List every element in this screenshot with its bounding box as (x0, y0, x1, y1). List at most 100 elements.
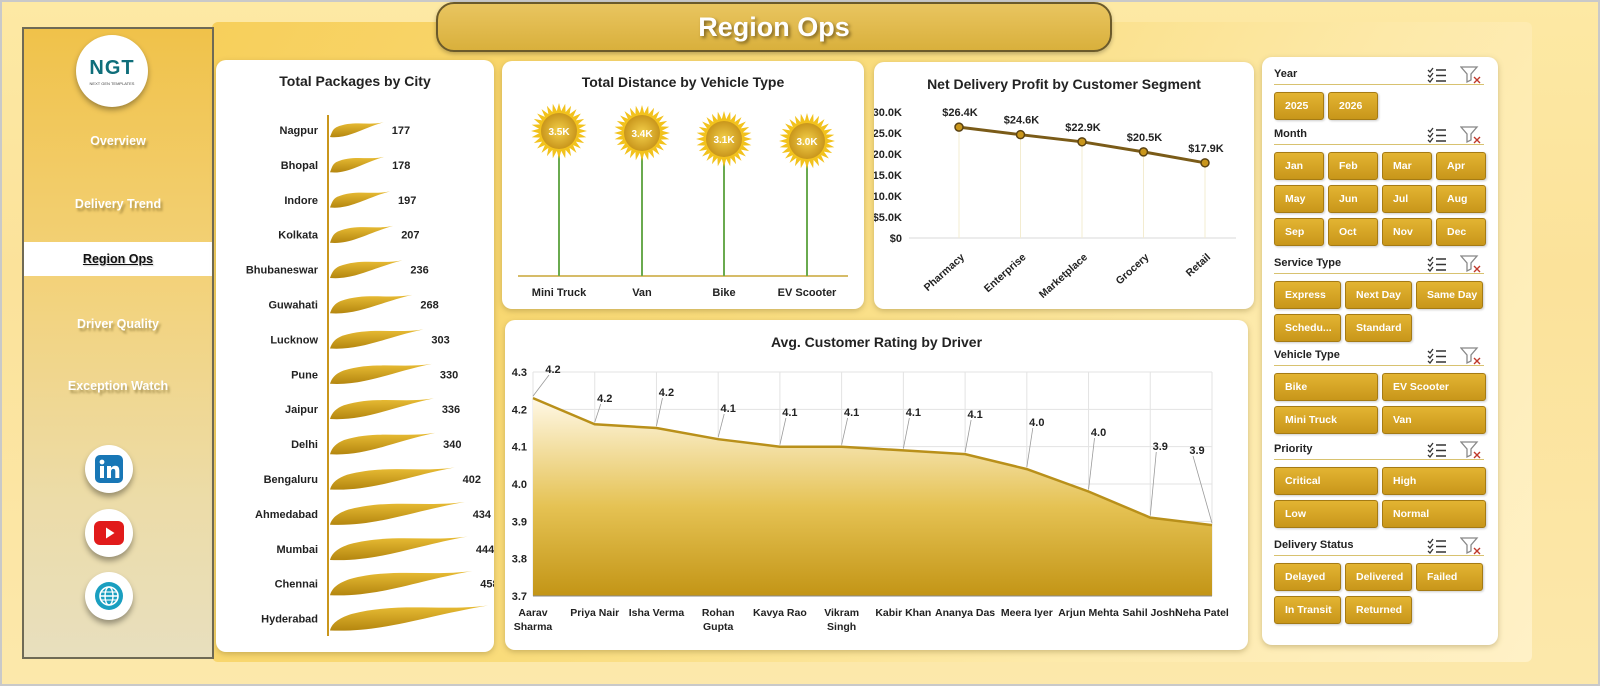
chart-title: Total Distance by Vehicle Type (581, 74, 785, 90)
rating-by-driver-chart: 3.7 3.8 3.9 4.0 4.1 4.2 4.3 4.2 4.2 4.2 4.1 4.1 4.1 4… (512, 364, 1229, 633)
filter-priority-high[interactable]: High (1382, 467, 1486, 495)
filter-month-jul[interactable]: Jul (1382, 185, 1432, 213)
filter-priority-low[interactable]: Low (1274, 500, 1378, 528)
profit-by-segment-chart: $0 $5.0K $10.0K $15.0K $20.0K $25.0K $30.0K $26… (874, 107, 1236, 301)
slicer-title: Delivery Status (1274, 539, 1354, 551)
filter-priority-critical[interactable]: Critical (1274, 467, 1378, 495)
category-label: Sharma (514, 621, 553, 633)
filter-vehicle-type-bike[interactable]: Bike (1274, 373, 1378, 401)
filter-delivery-status-delivered[interactable]: Delivered (1345, 563, 1412, 591)
filter-vehicle-type-van[interactable]: Van (1382, 406, 1486, 434)
youtube-icon (94, 521, 124, 545)
data-label: $24.6K (1004, 115, 1040, 127)
filter-month-feb[interactable]: Feb (1328, 152, 1378, 180)
youtube-button[interactable] (85, 509, 133, 557)
data-label: 340 (443, 439, 461, 451)
slicer-header: Service Type (1274, 254, 1484, 274)
clear-filter-icon[interactable] (1460, 537, 1482, 555)
data-label: 4.2 (659, 387, 674, 399)
bar (330, 225, 394, 243)
data-label: 178 (392, 160, 410, 172)
category-label: Isha Verma (629, 607, 685, 619)
multi-select-icon[interactable] (1427, 348, 1447, 364)
data-label: 3.9 (1153, 441, 1168, 453)
multi-select-icon[interactable] (1427, 256, 1447, 272)
filter-service-type-standard[interactable]: Standard (1345, 314, 1412, 342)
filter-vehicle-type-ev-scooter[interactable]: EV Scooter (1382, 373, 1486, 401)
filter-service-type-same-day[interactable]: Same Day (1416, 281, 1483, 309)
data-label: 236 (410, 265, 428, 277)
category-label: Priya Nair (570, 607, 619, 619)
website-button[interactable] (85, 572, 133, 620)
clear-filter-icon[interactable] (1460, 126, 1482, 144)
y-tick-label: 3.8 (512, 554, 527, 566)
filter-service-type-next-day[interactable]: Next Day (1345, 281, 1412, 309)
multi-select-icon[interactable] (1427, 442, 1447, 458)
filter-month-dec[interactable]: Dec (1436, 218, 1486, 246)
bar (330, 536, 468, 561)
filter-delivery-status-delayed[interactable]: Delayed (1274, 563, 1341, 591)
logo-tagline: NEXT GEN TEMPLATES (89, 80, 135, 86)
y-tick-label: $5.0K (874, 212, 902, 224)
filter-delivery-status-in-transit[interactable]: In Transit (1274, 596, 1341, 624)
y-tick-label: 4.0 (512, 479, 527, 491)
filter-month-oct[interactable]: Oct (1328, 218, 1378, 246)
leader-line (532, 374, 550, 397)
slicer-header: Priority (1274, 440, 1484, 460)
category-label: Indore (284, 195, 318, 207)
data-label: $20.5K (1127, 132, 1163, 144)
bar (330, 260, 403, 279)
filter-delivery-status-returned[interactable]: Returned (1345, 596, 1412, 624)
nav-delivery-trend[interactable]: Delivery Trend (74, 197, 162, 211)
y-tick-label: 4.3 (512, 367, 527, 379)
filter-month-jun[interactable]: Jun (1328, 185, 1378, 213)
filter-service-type-express[interactable]: Express (1274, 281, 1341, 309)
nav-exception-watch[interactable]: Exception Watch (67, 379, 169, 393)
leader-line (902, 417, 910, 449)
data-label: 458 (480, 579, 494, 591)
filter-month-mar[interactable]: Mar (1382, 152, 1432, 180)
filter-month-apr[interactable]: Apr (1436, 152, 1486, 180)
data-label: 4.0 (1029, 417, 1044, 429)
filter-priority-normal[interactable]: Normal (1382, 500, 1486, 528)
multi-select-icon[interactable] (1427, 67, 1447, 83)
data-label: 3.0K (796, 137, 818, 148)
clear-filter-icon[interactable] (1460, 66, 1482, 84)
clear-filter-icon[interactable] (1460, 255, 1482, 273)
multi-select-icon[interactable] (1427, 538, 1447, 554)
filter-delivery-status-failed[interactable]: Failed (1416, 563, 1483, 591)
filter-vehicle-type-mini-truck[interactable]: Mini Truck (1274, 406, 1378, 434)
filter-month-jan[interactable]: Jan (1274, 152, 1324, 180)
leader-line (594, 403, 602, 423)
leader-line (1088, 437, 1095, 490)
data-label: 4.2 (545, 364, 560, 376)
flower-center (706, 121, 742, 157)
category-label: Mumbai (276, 544, 318, 556)
y-tick-label: $25.0K (874, 128, 902, 140)
clear-filter-icon[interactable] (1460, 441, 1482, 459)
clear-filter-icon[interactable] (1460, 347, 1482, 365)
y-tick-label: 3.9 (512, 516, 527, 528)
data-label: 4.1 (844, 407, 859, 419)
bar (330, 570, 473, 596)
category-label: Pharmacy (922, 251, 967, 294)
filter-month-nov[interactable]: Nov (1382, 218, 1432, 246)
distance-by-vehicle-chart: 3.5K Mini Truck 3.4K Van 3.1K Bike 3.0K EV Scoo… (518, 103, 848, 299)
category-label: Grocery (1114, 251, 1152, 287)
filter-service-type-schedu[interactable]: Schedu... (1274, 314, 1341, 342)
nav-overview[interactable]: Overview (90, 134, 146, 148)
nav-driver-quality[interactable]: Driver Quality (77, 317, 159, 331)
filter-year-2025[interactable]: 2025 (1274, 92, 1324, 120)
nav-region-ops[interactable]: Region Ops (24, 242, 212, 276)
category-label: Ahmedabad (255, 509, 318, 521)
category-label: Bengaluru (264, 474, 318, 486)
filter-year-2026[interactable]: 2026 (1328, 92, 1378, 120)
filter-month-aug[interactable]: Aug (1436, 185, 1486, 213)
filter-month-sep[interactable]: Sep (1274, 218, 1324, 246)
linkedin-button[interactable] (85, 445, 133, 493)
multi-select-icon[interactable] (1427, 127, 1447, 143)
data-label: 3.9 (1189, 445, 1204, 457)
slicer-header: Year (1274, 65, 1484, 85)
filter-month-may[interactable]: May (1274, 185, 1324, 213)
